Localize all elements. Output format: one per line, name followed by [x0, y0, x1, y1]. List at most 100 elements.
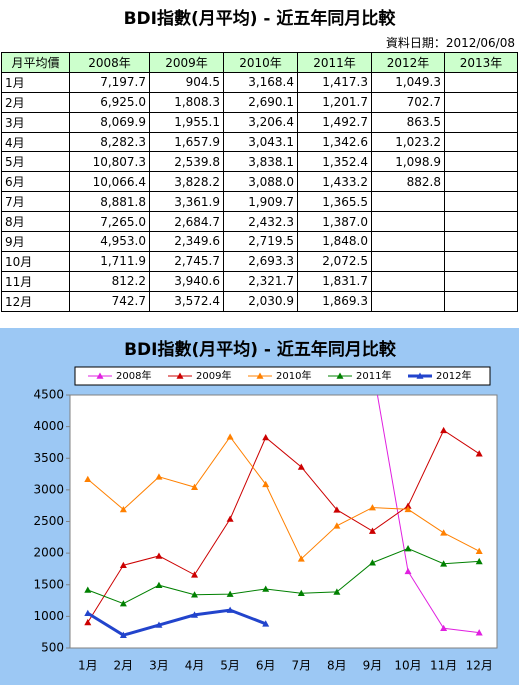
x-tick-label: 10月	[394, 659, 421, 673]
marker	[368, 527, 376, 534]
marker	[297, 589, 305, 597]
table-row: 9月 4,953.0 2,349.6 2,719.5 1,848.0	[1, 231, 518, 252]
marker	[440, 624, 448, 632]
y-tick-label: 2500	[33, 514, 64, 528]
marker	[226, 590, 234, 597]
table-cell	[444, 191, 518, 213]
table-cell: 1,417.3	[297, 71, 372, 93]
table-cell: 6月	[1, 171, 70, 193]
table-row: 5月 10,807.3 2,539.8 3,838.1 1,352.4 1,098.9	[1, 151, 518, 173]
marker	[333, 506, 341, 513]
table-cell: 702.7	[371, 91, 445, 113]
table-cell: 2,684.7	[149, 211, 224, 233]
table-row: 2月 6,925.0 1,808.3 2,690.1 1,201.7 702.7	[1, 91, 518, 113]
table-cell: 3,168.4	[223, 71, 298, 93]
table-cell: 1,869.3	[297, 290, 372, 312]
table-cell: 1,831.7	[297, 270, 372, 292]
header-cell: 2008年	[69, 52, 150, 73]
table-row: 6月 10,066.4 3,828.2 3,088.0 1,433.2 882.8	[1, 171, 518, 193]
table-cell: 7,265.0	[69, 211, 150, 233]
table-cell: 3,361.9	[149, 191, 224, 213]
table-cell: 7月	[1, 191, 70, 213]
header-cell: 2012年	[371, 52, 445, 73]
table-cell: 1,365.5	[297, 191, 372, 213]
table-cell: 1,098.9	[371, 151, 445, 173]
table-cell: 3,088.0	[223, 171, 298, 193]
marker	[84, 609, 92, 617]
marker	[475, 557, 483, 565]
legend-label: 2012年	[436, 369, 471, 382]
y-tick-label: 3000	[33, 482, 64, 496]
table-row: 10月 1,711.9 2,745.7 2,693.3 2,072.5	[1, 250, 518, 272]
table-cell: 3,206.4	[223, 111, 298, 133]
table-cell	[371, 250, 445, 272]
marker	[440, 426, 448, 434]
table-cell: 742.7	[69, 290, 150, 312]
table-cell: 4月	[1, 131, 70, 153]
legend-marker	[256, 372, 264, 379]
y-tick-label: 500	[41, 641, 64, 655]
table-cell: 7,197.7	[69, 71, 150, 93]
series-line	[87, 608, 267, 637]
table-cell	[444, 211, 518, 233]
table-cell: 904.5	[149, 71, 224, 93]
table-cell: 1,657.9	[149, 131, 224, 153]
marker	[368, 559, 376, 566]
marker	[191, 483, 199, 490]
x-tick-label: 8月	[327, 659, 347, 673]
legend-marker	[416, 372, 424, 379]
series-line	[87, 547, 480, 605]
table-cell: 1,955.1	[149, 111, 224, 133]
table-cell	[444, 250, 518, 272]
table-cell	[444, 231, 518, 252]
table-cell: 1,387.0	[297, 211, 372, 233]
table-cell	[371, 191, 445, 213]
table-cell	[444, 151, 518, 173]
date-label: 資料日期：2012/06/08	[385, 36, 515, 50]
table-cell: 1,808.3	[149, 91, 224, 113]
table-cell: 3月	[1, 111, 70, 133]
table-cell	[444, 71, 518, 93]
legend-label: 2008年	[116, 369, 151, 382]
table-cell: 3,940.6	[149, 270, 224, 292]
table-cell: 2,321.7	[223, 270, 298, 292]
table-cell: 2,072.5	[297, 250, 372, 272]
x-tick-label: 7月	[291, 659, 311, 673]
table-row: 3月 8,069.9 1,955.1 3,206.4 1,492.7 863.5	[1, 111, 518, 133]
x-tick-label: 6月	[256, 659, 276, 673]
table-cell: 1,023.2	[371, 131, 445, 153]
table-row: 8月 7,265.0 2,684.7 2,432.3 1,387.0	[1, 211, 518, 233]
x-tick-label: 5月	[220, 659, 240, 673]
marker	[333, 522, 341, 529]
chart-title: BDI指數(月平均) - 近五年同月比較	[124, 339, 397, 360]
table-cell	[371, 290, 445, 312]
table-cell: 1,201.7	[297, 91, 372, 113]
header-cell: 2010年	[223, 52, 298, 73]
table-cell: 5月	[1, 151, 70, 173]
table-cell	[444, 131, 518, 153]
marker	[440, 560, 448, 567]
table-cell: 1,352.4	[297, 151, 372, 173]
y-tick-label: 1000	[33, 609, 64, 623]
table-cell: 2月	[1, 91, 70, 113]
table-cell: 4,953.0	[69, 231, 150, 252]
table-cell: 9月	[1, 231, 70, 252]
table-cell: 1,711.9	[69, 250, 150, 272]
table-cell: 8,069.9	[69, 111, 150, 133]
marker	[368, 504, 376, 511]
series-group	[84, 395, 483, 638]
table-cell: 2,432.3	[223, 211, 298, 233]
header-cell: 2013年	[444, 52, 518, 73]
marker	[155, 473, 163, 480]
table-row: 4月 8,282.3 1,657.9 3,043.1 1,342.6 1,023.2	[1, 131, 518, 153]
series-line	[87, 436, 480, 560]
legend-label: 2009年	[196, 369, 231, 382]
legend-marker	[176, 372, 184, 379]
marker	[191, 611, 199, 618]
marker	[262, 620, 270, 627]
table-cell: 1,848.0	[297, 231, 372, 252]
x-tick-label: 11月	[430, 659, 457, 673]
marker	[333, 588, 341, 595]
table-cell: 2,719.5	[223, 231, 298, 252]
